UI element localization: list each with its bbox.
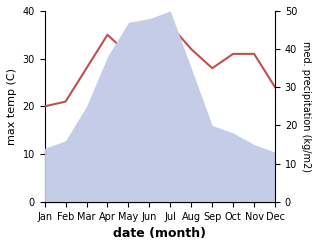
Y-axis label: med. precipitation (kg/m2): med. precipitation (kg/m2) [301,41,311,172]
Y-axis label: max temp (C): max temp (C) [7,68,17,145]
X-axis label: date (month): date (month) [113,227,206,240]
